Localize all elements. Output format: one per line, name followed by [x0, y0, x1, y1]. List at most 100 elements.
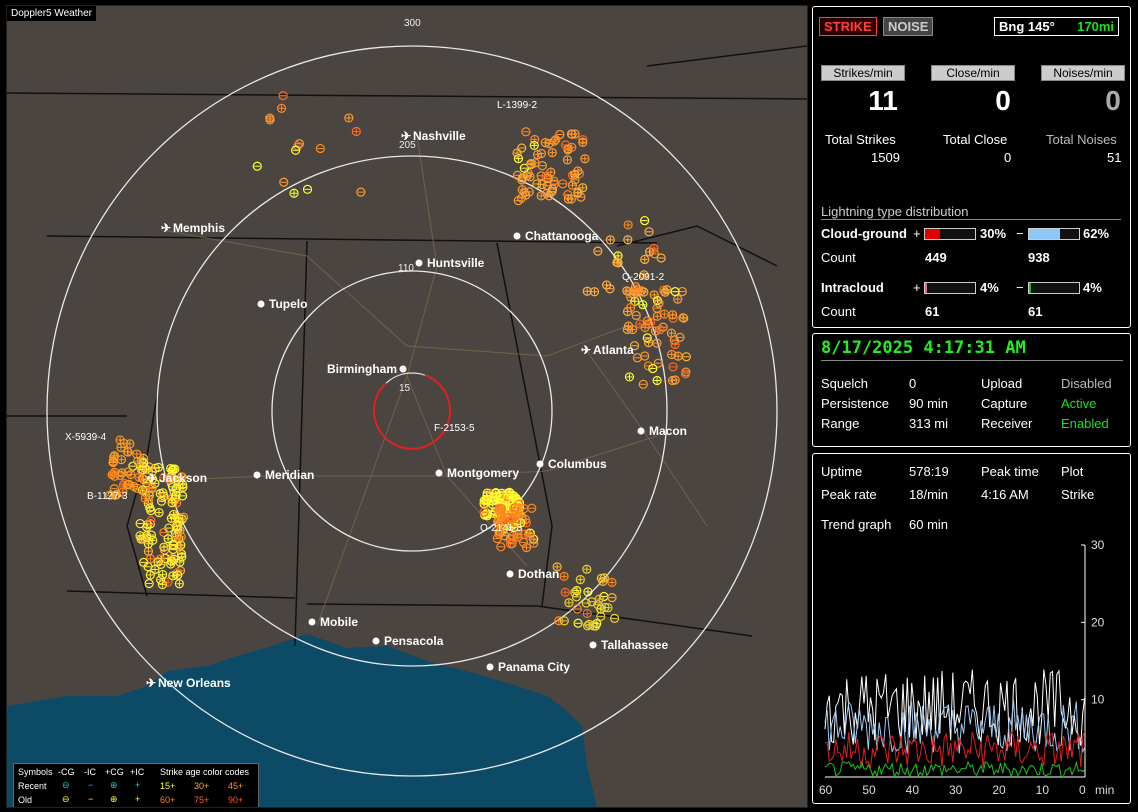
strike-symbol	[567, 142, 577, 152]
storm-cell-label[interactable]: B-1127-3	[87, 491, 128, 502]
strike-symbol	[670, 287, 680, 297]
strike-symbol	[344, 113, 354, 123]
ic-pos-bar	[924, 282, 976, 294]
trend-trace	[824, 730, 1086, 769]
storm-cell-label[interactable]: X-5939-4	[65, 432, 107, 443]
intracloud-label: Intracloud	[821, 280, 884, 295]
lightning-map[interactable]: Doppler5 Weather	[6, 5, 808, 808]
city-marker[interactable]: Meridian	[253, 468, 315, 482]
strike-symbol	[525, 172, 535, 182]
age-code: 75+	[194, 795, 210, 805]
strike-symbol	[291, 145, 301, 155]
total-noises-label: Total Noises	[1046, 132, 1117, 147]
city-dot	[253, 471, 261, 479]
city-label: Chattanooga	[525, 229, 599, 243]
strike-symbol	[160, 545, 170, 555]
trend-trace	[824, 699, 1086, 754]
city-marker[interactable]: Columbus	[536, 457, 607, 471]
strike-symbol	[564, 598, 574, 608]
trend-window-value: 60 min	[909, 517, 949, 532]
age-code: 45+	[228, 781, 244, 791]
ic-neg-count: 61	[1028, 304, 1043, 319]
city-marker[interactable]: ✈ Memphis	[161, 221, 225, 235]
strike-symbol	[607, 577, 617, 588]
legend-header: +CG	[105, 767, 124, 777]
noises-per-min-header: Noises/min	[1041, 65, 1125, 81]
cg-pos-count: 449	[925, 250, 947, 265]
plot-type-value[interactable]: Strike	[1061, 487, 1095, 502]
status-key: Upload	[981, 376, 1023, 391]
strike-symbol	[630, 296, 640, 306]
strike-symbol	[123, 447, 133, 457]
city-marker[interactable]: Macon	[637, 424, 688, 438]
legend-row-label: Old	[18, 795, 33, 805]
strikes-per-min-header: Strikes/min	[821, 65, 905, 81]
noise-mode-button[interactable]: NOISE	[883, 17, 934, 36]
strike-symbol	[623, 220, 633, 230]
strike-symbol	[129, 481, 139, 492]
storm-cell-label[interactable]: F-2153-5	[434, 423, 475, 434]
strike-symbol	[126, 469, 136, 480]
strike-symbol	[128, 461, 138, 471]
city-dot	[415, 259, 423, 267]
city-marker[interactable]: Tupelo	[257, 297, 308, 311]
noises-per-min-value: 0	[1105, 85, 1121, 116]
strike-symbol	[125, 439, 135, 449]
legend-header: +IC	[130, 767, 145, 777]
range-ring-label: 15	[399, 383, 411, 394]
strike-symbol	[145, 519, 156, 529]
plot-label: Plot	[1061, 464, 1084, 479]
strike-symbol	[157, 579, 168, 590]
strike-symbol	[116, 455, 126, 465]
city-marker[interactable]: ✈ Nashville	[401, 129, 466, 143]
city-label: Mobile	[320, 615, 358, 629]
strike-symbol	[156, 496, 167, 506]
trend-x-tick: 40	[906, 783, 920, 797]
strike-symbol	[560, 587, 570, 597]
strike-symbol	[650, 326, 661, 336]
storm-cell-label[interactable]: O-2141-3	[480, 523, 523, 534]
strike-symbol	[173, 570, 183, 580]
city-marker[interactable]: Birmingham	[327, 362, 407, 376]
city-label: Montgomery	[447, 466, 519, 480]
trend-x-unit: min	[1095, 783, 1114, 797]
city-marker[interactable]: Mobile	[308, 615, 359, 629]
strike-symbol	[653, 358, 663, 368]
strike-symbol	[659, 309, 669, 319]
city-marker[interactable]: Huntsville	[415, 256, 485, 270]
strike-symbol	[541, 171, 551, 182]
city-marker[interactable]: Panama City	[486, 660, 571, 674]
strike-symbol	[667, 349, 677, 360]
strike-symbol	[509, 522, 519, 533]
storm-cell-label[interactable]: L-1399-2	[497, 100, 537, 111]
strike-symbol	[133, 456, 143, 466]
trend-y-tick: 30	[1091, 538, 1105, 552]
storm-cell-label[interactable]: Q-2091-2	[622, 272, 665, 283]
strike-symbol	[562, 155, 573, 165]
strike-symbol	[670, 375, 680, 385]
status-key: Squelch	[821, 376, 868, 391]
cg-neg-count: 938	[1028, 250, 1050, 265]
strike-symbol	[517, 143, 527, 153]
city-marker[interactable]: ✈ New Orleans	[146, 676, 231, 690]
distance-value: 170mi	[1077, 19, 1114, 34]
status-value: 313 mi	[909, 416, 949, 431]
total-strikes-value: 1509	[871, 150, 900, 165]
strike-symbol	[513, 153, 524, 164]
city-marker[interactable]: Dothan	[506, 567, 560, 581]
city-marker[interactable]: Pensacola	[372, 634, 444, 648]
trend-trace	[824, 760, 1086, 779]
city-marker[interactable]: Montgomery	[435, 466, 520, 480]
peak-time-label: Peak time	[981, 464, 1039, 479]
strike-symbol	[560, 140, 571, 150]
bearing-value: Bng 145°	[999, 19, 1055, 34]
city-marker[interactable]: ✈ Atlanta	[581, 343, 634, 357]
city-marker[interactable]: Chattanooga	[513, 229, 599, 243]
city-marker[interactable]: ✈ Jackson	[147, 471, 207, 485]
strike-symbol	[582, 286, 592, 296]
city-marker[interactable]: Tallahassee	[589, 638, 669, 652]
strike-mode-button[interactable]: STRIKE	[819, 17, 877, 36]
strike-symbol	[677, 286, 687, 297]
strike-symbol	[135, 518, 145, 529]
